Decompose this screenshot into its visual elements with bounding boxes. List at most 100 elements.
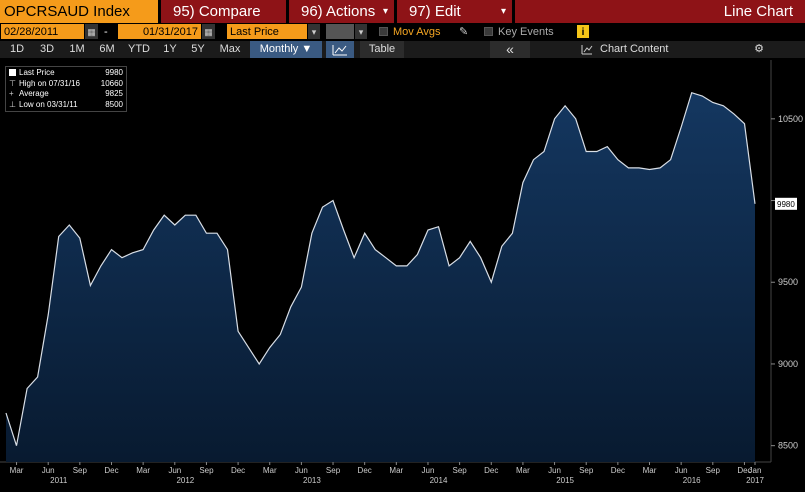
x-tick-label: Sep xyxy=(199,466,214,475)
legend-last-label: Last Price xyxy=(19,68,55,77)
key-events-label: Key Events xyxy=(498,26,554,38)
y-tick-label: 9000 xyxy=(778,359,798,369)
legend-high-value: 10660 xyxy=(100,78,123,88)
security-ticker-field[interactable]: OPCRSAUD Index xyxy=(0,0,158,23)
x-tick-label: Sep xyxy=(579,466,594,475)
x-tick-label: Dec xyxy=(611,466,625,475)
top-toolbar: OPCRSAUD Index 95) Compare 96) Actions ▾… xyxy=(0,0,805,23)
chart-legend: Last Price 9980 ⊤ High on 07/31/16 10660 … xyxy=(5,66,127,112)
x-year-label: 2012 xyxy=(176,476,194,485)
last-price-marker xyxy=(775,197,797,210)
x-tick-label: Jun xyxy=(168,466,181,475)
legend-last-value: 9980 xyxy=(105,68,123,77)
legend-row-high: ⊤ High on 07/31/16 10660 xyxy=(9,79,123,90)
x-tick-label: Mar xyxy=(136,466,150,475)
x-year-label: 2014 xyxy=(430,476,448,485)
field-selector[interactable]: Last Price xyxy=(227,24,307,39)
period-button[interactable]: 6M xyxy=(99,43,115,55)
start-date-calendar-icon[interactable]: ▦ xyxy=(85,24,98,39)
period-button[interactable]: 5Y xyxy=(191,43,205,55)
collapse-panel-icon[interactable]: « xyxy=(490,41,530,58)
frequency-selector[interactable]: Monthly ▼ xyxy=(250,41,322,58)
key-events-checkbox[interactable] xyxy=(484,27,493,36)
y-tick-label: 8500 xyxy=(778,441,798,451)
x-year-label: 2011 xyxy=(50,476,68,485)
mov-avgs-label: Mov Avgs xyxy=(393,26,441,38)
x-tick-label: Sep xyxy=(73,466,88,475)
color-swatch[interactable] xyxy=(326,24,354,39)
period-bar: 1D 3D 1M 6M YTD 1Y 5Y Max Monthly ▼ Tabl… xyxy=(0,41,805,58)
chart-content-button[interactable]: Chart Content xyxy=(600,43,669,55)
period-button[interactable]: Max xyxy=(219,43,241,55)
actions-label: 96) Actions xyxy=(301,3,376,20)
legend-low-value: 8500 xyxy=(105,99,123,109)
settings-bar: 02/28/2011 ▦ - 01/31/2017 ▦ Last Price ▾… xyxy=(0,24,805,40)
end-date-calendar-icon[interactable]: ▦ xyxy=(202,24,215,39)
y-tick-label: 10500 xyxy=(778,114,803,124)
start-date-input[interactable]: 02/28/2011 xyxy=(1,24,84,39)
price-area xyxy=(6,92,755,462)
actions-dropdown-icon: ▾ xyxy=(382,6,388,17)
x-tick-label: Jun xyxy=(675,466,688,475)
compare-button[interactable]: 95) Compare xyxy=(161,0,286,23)
color-dropdown-icon[interactable]: ▾ xyxy=(355,24,367,39)
average-marker-icon: + xyxy=(9,89,14,98)
chart-type-title: Line Chart xyxy=(515,0,805,23)
price-line xyxy=(5,91,756,446)
x-year-label: 2015 xyxy=(556,476,574,485)
edit-dropdown-icon: ▾ xyxy=(500,6,506,17)
legend-average-label: Average xyxy=(19,89,49,98)
price-chart: 8500 9000 9500 10500 Mar Jun Sep Dec Mar Jun Sep D… xyxy=(0,60,803,485)
period-button[interactable]: 1D xyxy=(9,43,25,55)
actions-menu[interactable]: 96) Actions ▾ xyxy=(289,0,394,23)
info-icon[interactable]: i xyxy=(577,25,589,38)
period-button[interactable]: YTD xyxy=(128,43,150,55)
settings-gear-icon[interactable]: ⚙ xyxy=(754,43,764,55)
x-year-label: 2013 xyxy=(303,476,321,485)
legend-row-last: Last Price 9980 xyxy=(9,68,123,79)
x-tick-label: Dec xyxy=(358,466,372,475)
table-button[interactable]: Table xyxy=(360,41,404,58)
x-tick-label: Mar xyxy=(516,466,530,475)
x-tick-label: Sep xyxy=(453,466,468,475)
x-tick-label: Jan xyxy=(749,466,762,475)
x-tick-label: Dec xyxy=(737,466,751,475)
x-year-label: 2016 xyxy=(683,476,701,485)
x-tick-label: Mar xyxy=(263,466,277,475)
last-price-label: 9980 xyxy=(777,200,795,209)
x-tick-label: Mar xyxy=(389,466,403,475)
x-tick-label: Dec xyxy=(104,466,118,475)
date-range-dash: - xyxy=(104,26,108,38)
x-tick-label: Sep xyxy=(706,466,721,475)
pencil-icon[interactable]: ✎ xyxy=(459,26,469,38)
legend-low-label: Low on 03/31/11 xyxy=(19,99,78,109)
high-marker-icon: ⊤ xyxy=(9,78,16,88)
mov-avgs-checkbox[interactable] xyxy=(379,27,388,36)
x-tick-label: Jun xyxy=(42,466,55,475)
x-year-label: 2017 xyxy=(746,476,764,485)
x-tick-label: Mar xyxy=(10,466,24,475)
legend-high-label: High on 07/31/16 xyxy=(19,78,80,88)
last-price-swatch xyxy=(9,69,16,77)
legend-row-average: + Average 9825 xyxy=(9,89,123,100)
low-marker-icon: ⊥ xyxy=(9,99,16,109)
chart-content-icon[interactable] xyxy=(578,41,596,58)
x-tick-label: Dec xyxy=(231,466,245,475)
legend-average-value: 9825 xyxy=(105,89,123,98)
legend-row-low: ⊥ Low on 03/31/11 8500 xyxy=(9,100,123,111)
x-tick-label: Jun xyxy=(295,466,308,475)
x-tick-label: Jun xyxy=(422,466,435,475)
line-chart-icon[interactable] xyxy=(326,41,354,58)
period-button[interactable]: 3D xyxy=(39,43,55,55)
field-dropdown-icon[interactable]: ▾ xyxy=(308,24,320,39)
end-date-input[interactable]: 01/31/2017 xyxy=(118,24,201,39)
period-button[interactable]: 1Y xyxy=(163,43,177,55)
compare-label: 95) Compare xyxy=(173,3,261,20)
x-tick-label: Dec xyxy=(484,466,498,475)
x-tick-label: Sep xyxy=(326,466,341,475)
x-tick-label: Mar xyxy=(643,466,657,475)
x-tick-label: Jun xyxy=(548,466,561,475)
period-button[interactable]: 1M xyxy=(69,43,85,55)
edit-menu[interactable]: 97) Edit ▾ xyxy=(397,0,512,23)
edit-label: 97) Edit xyxy=(409,3,461,20)
